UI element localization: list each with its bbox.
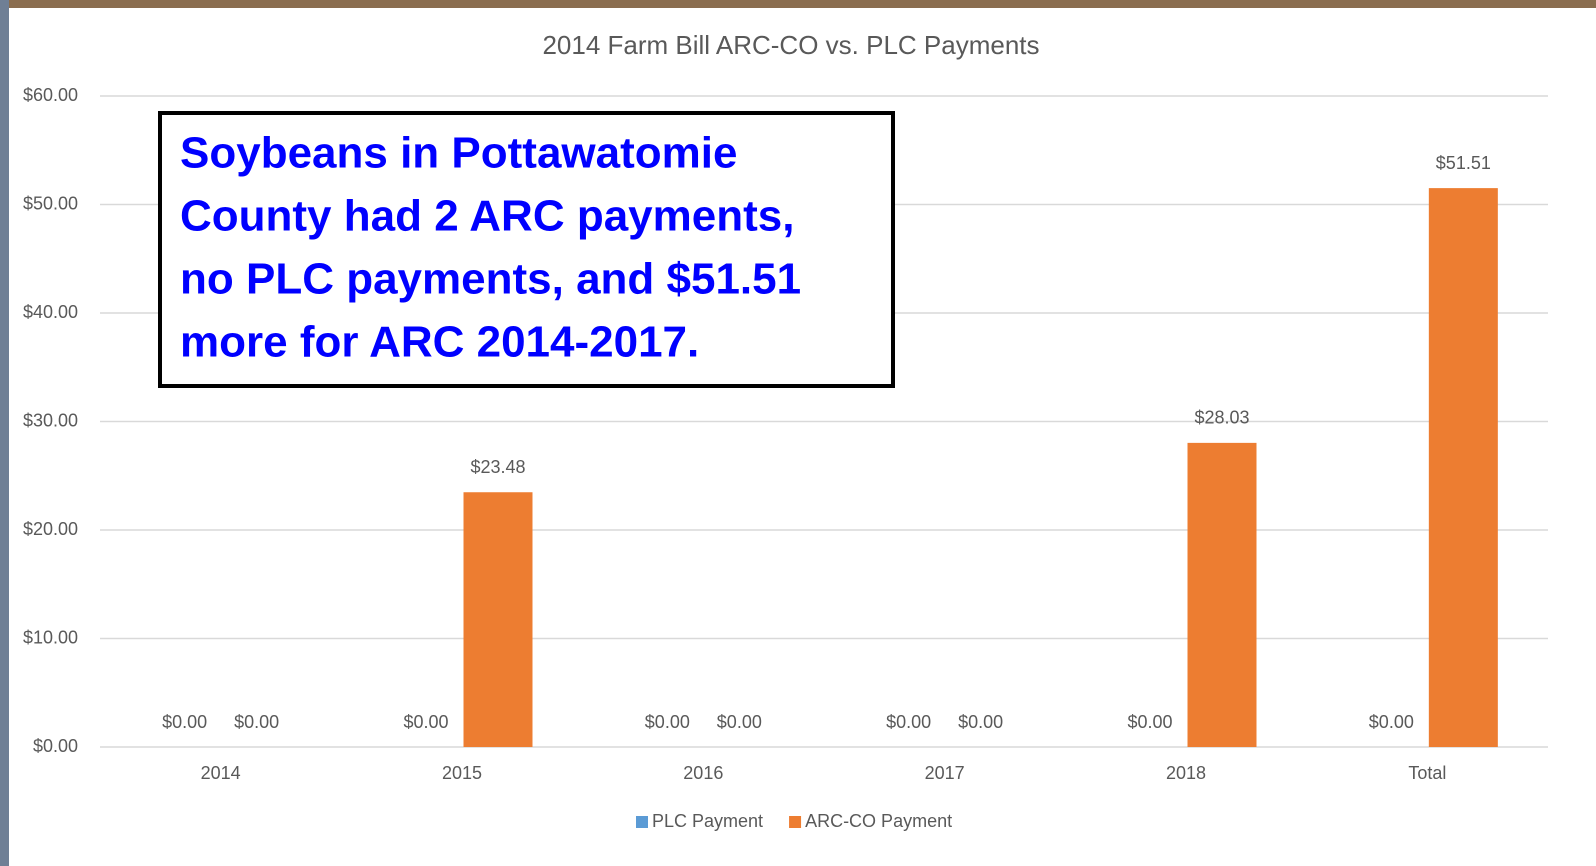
y-tick-label: $40.00: [23, 302, 78, 322]
x-tick-label: 2016: [683, 763, 723, 783]
photo-edge-top: [0, 0, 1596, 8]
value-label: $0.00: [886, 712, 931, 732]
value-label: $0.00: [1369, 712, 1414, 732]
legend-label: PLC Payment: [652, 811, 763, 831]
legend-swatch: [789, 816, 801, 828]
value-label: $51.51: [1436, 153, 1491, 173]
page: 2014 Farm Bill ARC-CO vs. PLC Payments $…: [0, 0, 1596, 866]
x-tick-label: 2017: [925, 763, 965, 783]
annotation-text: County had 2 ARC payments,: [180, 192, 794, 241]
y-tick-label: $60.00: [23, 85, 78, 105]
chart-title: 2014 Farm Bill ARC-CO vs. PLC Payments: [542, 30, 1039, 60]
annotation-text: Soybeans in Pottawatomie: [180, 129, 737, 178]
value-label: $0.00: [403, 712, 448, 732]
legend-label: ARC-CO Payment: [805, 811, 952, 831]
annotation-text: more for ARC 2014-2017.: [180, 318, 699, 367]
value-label: $28.03: [1194, 408, 1249, 428]
bar: [1188, 443, 1257, 747]
x-tick-label: 2015: [442, 763, 482, 783]
bar: [1429, 188, 1498, 747]
y-tick-label: $50.00: [23, 193, 78, 213]
value-label: $23.48: [470, 457, 525, 477]
value-label: $0.00: [958, 712, 1003, 732]
legend-swatch: [636, 816, 648, 828]
y-tick-label: $20.00: [23, 519, 78, 539]
x-tick-label: 2014: [201, 763, 241, 783]
value-label: $0.00: [162, 712, 207, 732]
y-tick-label: $30.00: [23, 410, 78, 430]
x-tick-label: Total: [1408, 763, 1446, 783]
x-tick-label: 2018: [1166, 763, 1206, 783]
value-label: $0.00: [717, 712, 762, 732]
value-label: $0.00: [234, 712, 279, 732]
y-tick-label: $10.00: [23, 627, 78, 647]
value-label: $0.00: [645, 712, 690, 732]
annotation-text: no PLC payments, and $51.51: [180, 255, 801, 304]
y-tick-label: $0.00: [33, 736, 78, 756]
photo-edge-left: [0, 0, 9, 866]
chart: 2014 Farm Bill ARC-CO vs. PLC Payments $…: [0, 0, 1596, 866]
value-label: $0.00: [1127, 712, 1172, 732]
bar: [464, 492, 533, 747]
